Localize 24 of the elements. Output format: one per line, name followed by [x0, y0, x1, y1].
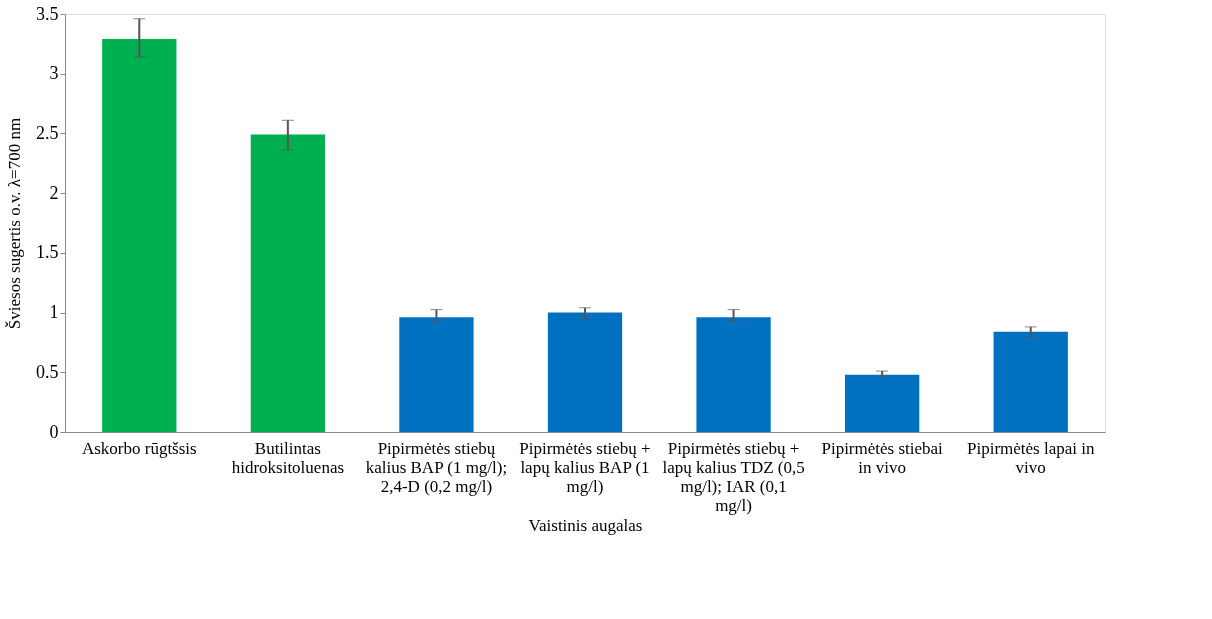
y-tick-label: 1.5 [36, 242, 59, 263]
bar [845, 374, 920, 432]
bar [399, 317, 474, 432]
bar [250, 134, 325, 432]
bar [993, 331, 1068, 432]
y-tick-label: 2.5 [36, 122, 59, 143]
x-tick-label: Pipirmėtės stiebų + lapų kalius BAP (1 mg/l) [519, 438, 651, 496]
y-axis-title: Šviesos sugertis o.v. λ=700 nm [5, 117, 24, 330]
bar [547, 312, 623, 432]
y-tick-label: 2 [49, 182, 59, 203]
x-tick-label: Pipirmėtės stiebų kalius BAP (1 mg/l); 2,4-D (0,2 mg/l) [365, 438, 508, 496]
y-tick-label: 3 [49, 63, 59, 84]
y-tick-label: 0 [49, 421, 59, 442]
y-tick-label: 0.5 [36, 361, 59, 382]
bar [102, 39, 177, 432]
x-tick-label: Pipirmėtės stiebų + lapų kalius TDZ (0,5 mg/l); IAR (0,1 mg/l) [662, 438, 805, 515]
x-tick-label: Pipirmėtės lapai in vivo [966, 438, 1095, 477]
x-tick-label: Butilintas hidroksitoluenas [231, 438, 345, 477]
x-tick-label: Askorbo rūgtšsis [81, 438, 197, 458]
x-axis-title: Vaistinis augalas [528, 515, 643, 535]
y-tick-label: 1 [49, 302, 59, 323]
y-tick-label: 3.5 [36, 3, 59, 24]
bar [696, 317, 771, 432]
x-tick-label: Pipirmėtės stiebai in vivo [821, 438, 944, 477]
